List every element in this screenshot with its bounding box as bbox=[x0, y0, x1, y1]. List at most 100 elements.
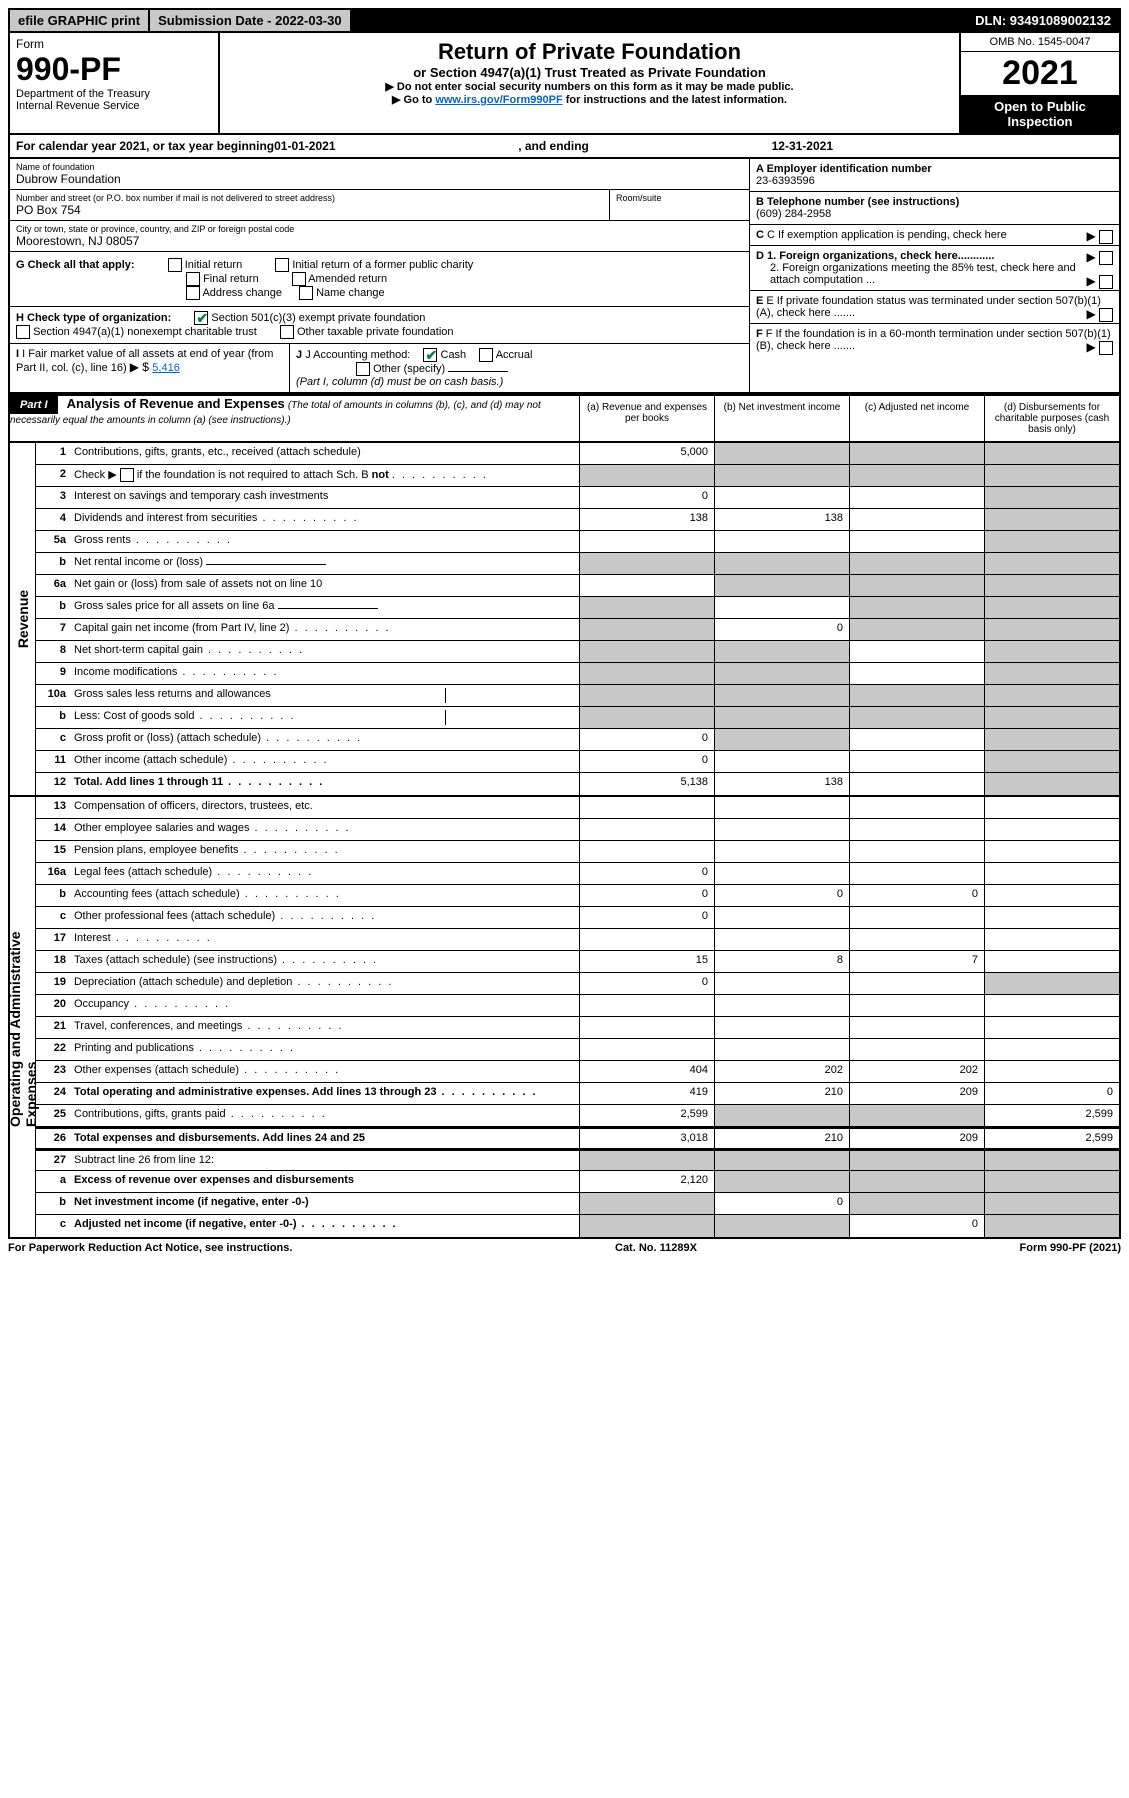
l16a-c bbox=[849, 863, 984, 884]
l9-desc: Income modifications bbox=[70, 663, 579, 684]
l9-d bbox=[984, 663, 1119, 684]
l10a-desc: Gross sales less returns and allowances bbox=[70, 685, 579, 706]
check-other-method[interactable] bbox=[356, 362, 370, 376]
l2-post: if the foundation is not required to att… bbox=[134, 469, 369, 481]
l13-a bbox=[579, 797, 714, 818]
cal-spacer bbox=[833, 139, 1113, 153]
check-accrual[interactable] bbox=[479, 348, 493, 362]
header-center: Return of Private Foundation or Section … bbox=[220, 33, 959, 133]
l5a-desc: Gross rents bbox=[70, 531, 579, 552]
l5b-a bbox=[579, 553, 714, 574]
efile-print-button[interactable]: efile GRAPHIC print bbox=[10, 10, 148, 31]
line-21: 21 Travel, conferences, and meetings bbox=[36, 1017, 1119, 1039]
opt-final: Final return bbox=[203, 273, 259, 285]
check-address-change[interactable] bbox=[186, 286, 200, 300]
l10b-desc: Less: Cost of goods sold bbox=[70, 707, 579, 728]
check-c[interactable] bbox=[1099, 230, 1113, 244]
ein-value: 23-6393596 bbox=[756, 175, 1113, 187]
e-row: E E If private foundation status was ter… bbox=[750, 291, 1119, 324]
check-4947[interactable] bbox=[16, 325, 30, 339]
check-501c3[interactable] bbox=[194, 311, 208, 325]
footer-right: Form 990-PF (2021) bbox=[1020, 1242, 1121, 1254]
h-opt3: Other taxable private foundation bbox=[297, 326, 454, 338]
expenses-text: Operating and Administrative Expenses bbox=[7, 907, 39, 1127]
check-schb[interactable] bbox=[120, 468, 134, 482]
l19-d bbox=[984, 973, 1119, 994]
l10b-num: b bbox=[36, 707, 70, 728]
l26-a: 3,018 bbox=[579, 1129, 714, 1148]
l6b-a bbox=[579, 597, 714, 618]
check-initial-former[interactable] bbox=[275, 258, 289, 272]
l27-c bbox=[849, 1151, 984, 1170]
l17-b bbox=[714, 929, 849, 950]
l6b-field[interactable] bbox=[278, 608, 378, 609]
l23-c: 202 bbox=[849, 1061, 984, 1082]
expenses-side-label: Operating and Administrative Expenses bbox=[10, 797, 36, 1237]
l11-d bbox=[984, 751, 1119, 772]
line-16c: c Other professional fees (attach schedu… bbox=[36, 907, 1119, 929]
phone-row: B Telephone number (see instructions) (6… bbox=[750, 192, 1119, 225]
l19-c bbox=[849, 973, 984, 994]
check-e[interactable] bbox=[1099, 308, 1113, 322]
spacer bbox=[352, 10, 966, 31]
irs-link[interactable]: www.irs.gov/Form990PF bbox=[435, 94, 562, 106]
col-b-head: (b) Net investment income bbox=[714, 396, 849, 441]
d2-label: 2. Foreign organizations meeting the 85%… bbox=[770, 262, 1076, 286]
l14-a bbox=[579, 819, 714, 840]
line-5b: b Net rental income or (loss) bbox=[36, 553, 1119, 575]
fmv-link[interactable]: 5,416 bbox=[152, 362, 180, 374]
l4-d bbox=[984, 509, 1119, 530]
check-d1[interactable] bbox=[1099, 251, 1113, 265]
l11-a: 0 bbox=[579, 751, 714, 772]
l27-a bbox=[579, 1151, 714, 1170]
revenue-side-label: Revenue bbox=[10, 443, 36, 795]
check-initial-return[interactable] bbox=[168, 258, 182, 272]
l5b-field[interactable] bbox=[206, 564, 326, 565]
l10b-box[interactable] bbox=[445, 710, 575, 725]
revenue-text: Revenue bbox=[15, 590, 31, 648]
l20-desc: Occupancy bbox=[70, 995, 579, 1016]
l5a-c bbox=[849, 531, 984, 552]
l10b-c bbox=[849, 707, 984, 728]
l16a-a: 0 bbox=[579, 863, 714, 884]
footer: For Paperwork Reduction Act Notice, see … bbox=[8, 1239, 1121, 1257]
dept-treasury: Department of the Treasury bbox=[16, 88, 212, 100]
check-amended[interactable] bbox=[292, 272, 306, 286]
l16c-c bbox=[849, 907, 984, 928]
open-inspection: Open to Public Inspection bbox=[961, 95, 1119, 133]
l16a-d bbox=[984, 863, 1119, 884]
l24-d: 0 bbox=[984, 1083, 1119, 1104]
l12-b: 138 bbox=[714, 773, 849, 795]
l27c-a bbox=[579, 1215, 714, 1237]
l18-c: 7 bbox=[849, 951, 984, 972]
check-final-return[interactable] bbox=[186, 272, 200, 286]
address-label: Number and street (or P.O. box number if… bbox=[16, 193, 603, 203]
l16b-d bbox=[984, 885, 1119, 906]
l10a-box[interactable] bbox=[445, 688, 575, 703]
l27a-desc: Excess of revenue over expenses and disb… bbox=[70, 1171, 579, 1192]
l6a-b bbox=[714, 575, 849, 596]
room-suite: Room/suite bbox=[609, 190, 749, 220]
check-name-change[interactable] bbox=[299, 286, 313, 300]
l3-b bbox=[714, 487, 849, 508]
check-cash[interactable] bbox=[423, 348, 437, 362]
line-23: 23 Other expenses (attach schedule) 4042… bbox=[36, 1061, 1119, 1083]
l11-c bbox=[849, 751, 984, 772]
line-27b: b Net investment income (if negative, en… bbox=[36, 1193, 1119, 1215]
l5b-num: b bbox=[36, 553, 70, 574]
l16a-desc: Legal fees (attach schedule) bbox=[70, 863, 579, 884]
col-a-head: (a) Revenue and expenses per books bbox=[579, 396, 714, 441]
l15-d bbox=[984, 841, 1119, 862]
opt-amended: Amended return bbox=[308, 273, 387, 285]
l1-b bbox=[714, 443, 849, 464]
h-opt2: Section 4947(a)(1) nonexempt charitable … bbox=[33, 326, 257, 338]
check-d2[interactable] bbox=[1099, 275, 1113, 289]
check-f[interactable] bbox=[1099, 341, 1113, 355]
other-specify-field[interactable] bbox=[448, 371, 508, 372]
l1-desc: Contributions, gifts, grants, etc., rece… bbox=[70, 443, 579, 464]
l23-num: 23 bbox=[36, 1061, 70, 1082]
g-label: G Check all that apply: bbox=[16, 259, 135, 271]
check-other-taxable[interactable] bbox=[280, 325, 294, 339]
l18-b: 8 bbox=[714, 951, 849, 972]
l13-b bbox=[714, 797, 849, 818]
